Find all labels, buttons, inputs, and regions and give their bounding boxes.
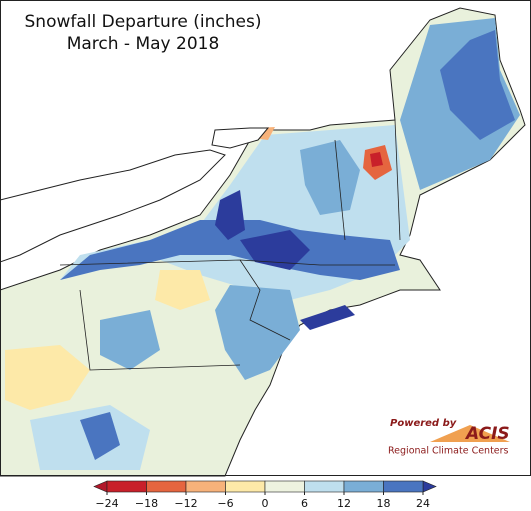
colorbar-bin (343, 480, 384, 493)
colorbar-tick-label: 18 (377, 497, 391, 510)
colorbar-tick-label: 0 (262, 497, 269, 510)
colorbar-tick-label: 12 (337, 497, 351, 510)
colorbar-tick-label: −12 (174, 497, 197, 510)
colorbar-arrow-high (422, 480, 437, 493)
logo-org: Regional Climate Centers (388, 446, 509, 457)
colorbar-bin (106, 480, 147, 493)
colorbar-arrow-low (93, 480, 108, 493)
colorbar-bin (304, 480, 345, 493)
state-borders (59, 119, 401, 371)
map-subtitle: March - May 2018 (67, 34, 220, 54)
map-anomaly-areas (5, 18, 520, 470)
colorbar-bin (225, 480, 266, 493)
colorbar-bin (264, 480, 305, 493)
colorbar-tick-label: 6 (301, 497, 308, 510)
map-title: Snowfall Departure (inches) (25, 12, 262, 32)
colorbar-tick-label: 24 (416, 497, 430, 510)
logo-name: ACIS (464, 424, 510, 444)
colorbar-tick-label: −6 (217, 497, 233, 510)
logo-powered: Powered by (390, 418, 457, 429)
colorbar-tick-label: −24 (95, 497, 118, 510)
logo: Powered by ACIS Regional Climate Centers (388, 418, 510, 457)
colorbar: −24 −18 −12 −6 0 6 12 18 24 (93, 480, 437, 510)
logo-swoosh (430, 425, 510, 442)
map-water (0, 127, 270, 263)
colorbar-bin (146, 480, 187, 493)
colorbar-bin (185, 480, 226, 493)
colorbar-bin (383, 480, 424, 493)
colorbar-tick-label: −18 (135, 497, 158, 510)
